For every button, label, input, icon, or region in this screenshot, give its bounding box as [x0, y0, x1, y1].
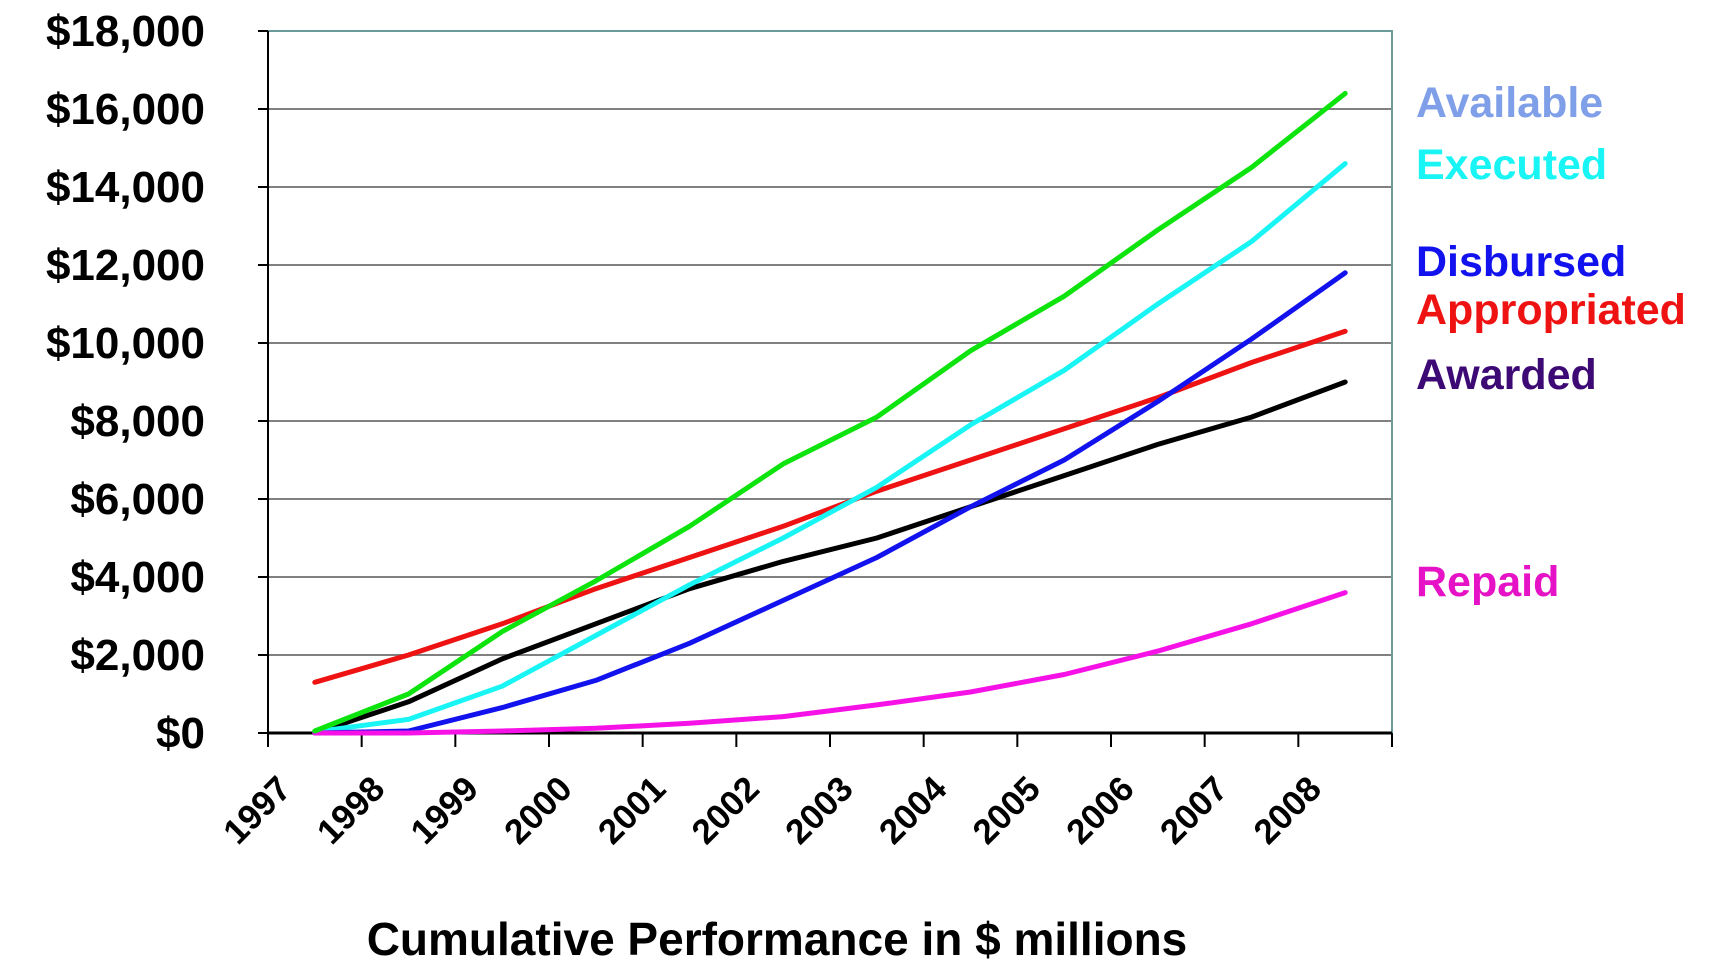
y-tick-label: $18,000 — [46, 7, 205, 56]
x-axis-title: Cumulative Performance in $ millions — [367, 913, 1188, 962]
series-line-appropriated — [312, 328, 1348, 685]
x-tick-label: 1997 — [216, 769, 299, 852]
plot-area-frame — [267, 30, 1393, 734]
y-tick-label: $6,000 — [70, 475, 205, 524]
series-label-appropriated: Appropriated — [1416, 286, 1686, 334]
y-tick-label: $4,000 — [70, 553, 205, 602]
x-tick-label: 2007 — [1153, 769, 1236, 852]
x-tick-label: 2001 — [591, 769, 674, 852]
y-tick-label: $2,000 — [70, 631, 205, 680]
gridlines — [268, 30, 1392, 656]
series-label-available: Available — [1416, 79, 1603, 127]
x-tick-label: 2005 — [965, 769, 1048, 852]
x-tick-label: 2000 — [497, 769, 580, 852]
x-tick-label: 2003 — [778, 769, 861, 852]
x-axis-tick-labels: 1997 1998 1999 2000 2001 2002 2003 2004 2005 2006… — [216, 769, 1329, 852]
series-line-total — [312, 90, 1348, 734]
series-label-repaid: Repaid — [1416, 558, 1559, 606]
y-tick-label: $8,000 — [70, 397, 205, 446]
y-axis-tick-labels: $0 $2,000 $4,000 $6,000 $8,000 $10,000 $12,000… — [46, 7, 205, 758]
series-label-executed: Executed — [1416, 141, 1607, 189]
series-label-disbursed: Disbursed — [1416, 238, 1626, 286]
y-tick-label: $12,000 — [46, 241, 205, 290]
x-tick-label: 2002 — [684, 769, 767, 852]
series-line-disbursed — [312, 270, 1348, 736]
y-tick-label: $0 — [156, 709, 205, 758]
x-tick-label: 1999 — [403, 769, 486, 852]
series-label-awarded: Awarded — [1416, 351, 1597, 399]
x-tick-label: 2008 — [1246, 769, 1329, 852]
y-tick-label: $10,000 — [46, 319, 205, 368]
x-tick-label: 2006 — [1059, 769, 1142, 852]
x-tick-label: 2004 — [872, 769, 955, 852]
series-line-executed — [312, 161, 1348, 735]
x-tick-label: 1998 — [310, 769, 393, 852]
y-tick-label: $14,000 — [46, 163, 205, 212]
series-line-awarded — [312, 379, 1348, 736]
series-lines — [312, 90, 1348, 736]
series-line-repaid — [312, 590, 1348, 736]
axes — [258, 30, 1393, 747]
y-tick-label: $16,000 — [46, 85, 205, 134]
